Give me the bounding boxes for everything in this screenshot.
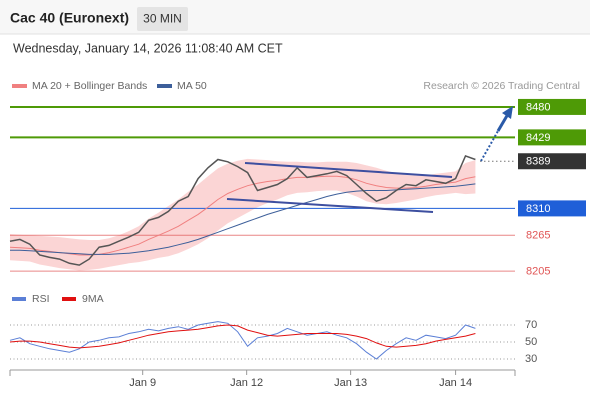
title: Cac 40 (Euronext) <box>10 10 129 26</box>
legend-swatch <box>12 84 27 88</box>
y-tick-label: 30 <box>525 353 537 365</box>
rsi-line <box>9 324 476 349</box>
level-label: 8480 <box>526 101 550 113</box>
legend-swatch <box>12 297 26 301</box>
rsi-panel: RSI 9MA 70 50 30 Jan 9 Jan 12 Jan 13 Jan 14 <box>9 293 537 389</box>
level-label: 8205 <box>526 265 550 277</box>
legend-label: MA 20 + Bollinger Bands <box>32 80 147 92</box>
x-tick-label: Jan 14 <box>439 377 472 389</box>
y-tick-label: 70 <box>525 319 537 331</box>
level-label: 8429 <box>526 132 550 144</box>
legend-label: RSI <box>32 293 50 305</box>
x-tick-label: Jan 13 <box>334 377 367 389</box>
legend-swatch <box>157 84 172 88</box>
projection-arrow <box>496 113 510 132</box>
ma-line <box>9 175 476 256</box>
arrow-head <box>502 106 513 119</box>
legend-swatch <box>62 297 76 301</box>
legend-label: MA 50 <box>177 80 207 92</box>
header-bar <box>0 0 590 34</box>
level-box <box>518 200 586 217</box>
level-box <box>518 98 586 115</box>
legend-label: 9MA <box>82 293 104 305</box>
level-label: 8265 <box>526 230 550 242</box>
level-label: 8310 <box>526 203 550 215</box>
x-tick-label: Jan 9 <box>129 377 156 389</box>
timeframe-button[interactable] <box>137 7 188 31</box>
date: Wednesday, January 14, 2026 11:08:40 AM … <box>13 41 283 55</box>
source: Research © 2026 Trading Central <box>423 80 580 92</box>
level-box <box>518 129 586 146</box>
projection-arrow <box>480 130 499 162</box>
level-box <box>518 153 586 170</box>
price-panel: Research © 2026 Trading Central MA 20 + B… <box>9 80 586 277</box>
y-tick-label: 50 <box>525 336 537 348</box>
annotations <box>226 106 513 213</box>
timeframe[interactable]: 30 MIN <box>143 12 182 26</box>
trend-line <box>244 162 453 178</box>
rsi-line <box>9 321 476 360</box>
level-label: 8389 <box>526 156 550 168</box>
x-tick-label: Jan 12 <box>230 377 263 389</box>
trend-line <box>226 198 434 213</box>
price-line <box>9 154 476 266</box>
